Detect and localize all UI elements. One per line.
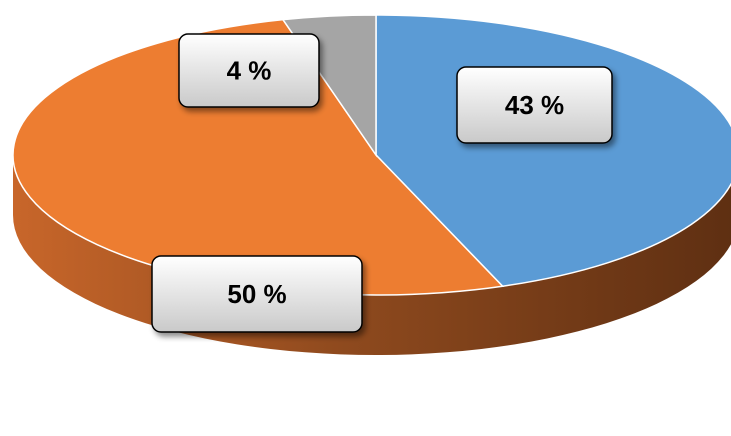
data-label-box	[151, 255, 363, 333]
data-label-box	[456, 66, 613, 144]
data-label-0: 43 %	[456, 66, 613, 144]
data-label-1: 50 %	[151, 255, 363, 333]
data-label-box	[178, 33, 320, 108]
data-label-text: 4 %	[227, 56, 272, 86]
data-label-text: 43 %	[505, 90, 564, 120]
data-label-2: 4 %	[178, 33, 320, 108]
data-label-text: 50 %	[227, 279, 286, 309]
